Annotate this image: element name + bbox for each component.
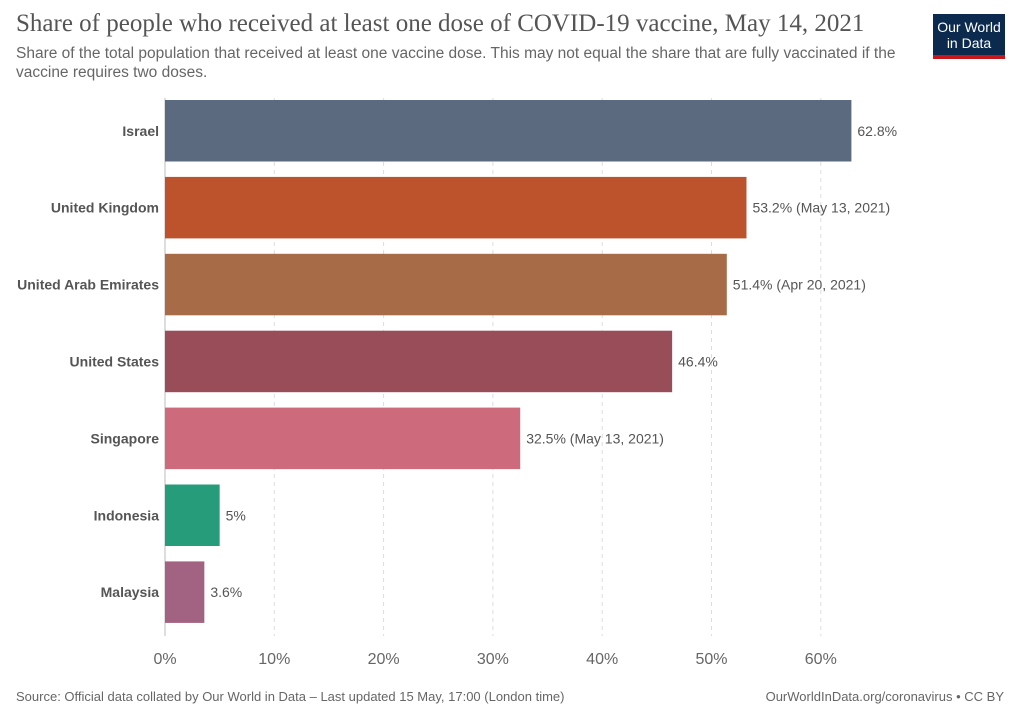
x-tick-label: 10% (258, 651, 290, 668)
category-label: Malaysia (101, 584, 160, 600)
x-tick-label: 40% (586, 651, 618, 668)
chart-title: Share of people who received at least on… (16, 10, 865, 37)
bar (165, 253, 727, 316)
bar (165, 561, 205, 623)
bar (165, 407, 521, 470)
category-label: Israel (122, 123, 159, 139)
bar (165, 176, 747, 239)
owid-logo[interactable]: Our World in Data (933, 14, 1005, 59)
category-label: United Arab Emirates (17, 277, 159, 293)
value-label: 51.4% (Apr 20, 2021) (733, 277, 866, 293)
x-tick-label: 60% (805, 651, 837, 668)
x-tick-label: 0% (153, 651, 176, 668)
logo-line-1: Our World (937, 19, 1001, 35)
footer-link[interactable]: OurWorldInData.org/coronavirus • CC BY (765, 689, 1004, 704)
value-label: 46.4% (678, 353, 718, 369)
x-tick-label: 20% (368, 651, 400, 668)
bar (165, 484, 220, 546)
category-label: Singapore (91, 430, 160, 446)
value-label: 32.5% (May 13, 2021) (526, 430, 664, 446)
category-label: United States (70, 353, 160, 369)
x-tick-label: 50% (695, 651, 727, 668)
value-label: 5% (226, 507, 246, 523)
value-label: 53.2% (May 13, 2021) (752, 200, 890, 216)
category-label: Indonesia (94, 507, 160, 523)
x-tick-label: 30% (477, 651, 509, 668)
bar (165, 330, 673, 393)
chart-subtitle: Share of the total population that recei… (16, 45, 896, 81)
category-label: United Kingdom (51, 200, 159, 216)
logo-line-2: in Data (946, 35, 992, 51)
source-note: Source: Official data collated by Our Wo… (16, 689, 565, 704)
value-label: 3.6% (210, 584, 242, 600)
bar (165, 100, 852, 162)
value-label: 62.8% (857, 123, 897, 139)
